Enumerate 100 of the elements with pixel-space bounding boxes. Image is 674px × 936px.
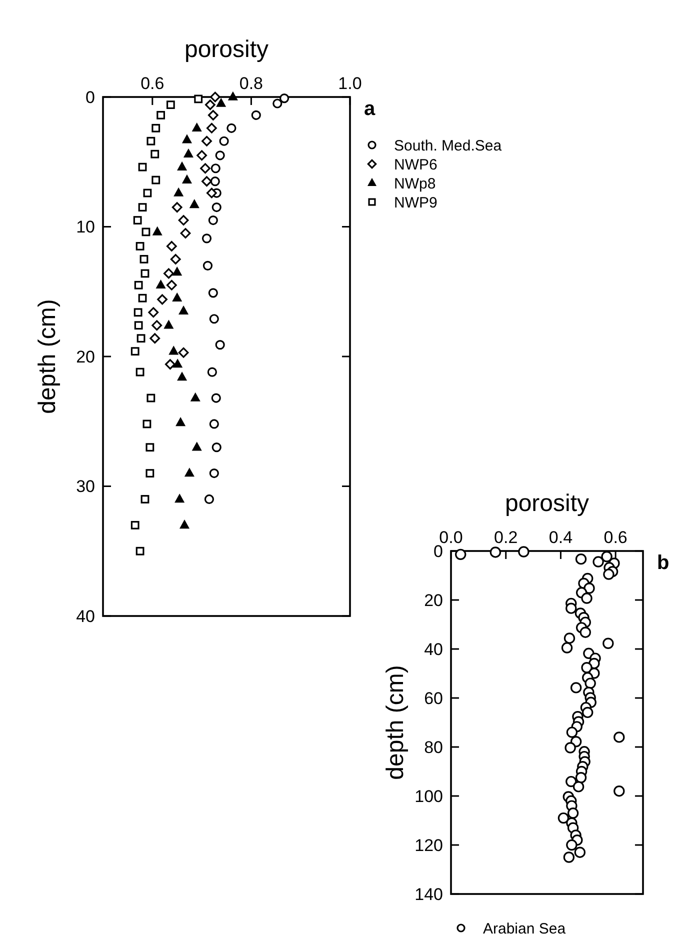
point [140,254,148,264]
x-tick-label: 0.8 [239,74,264,93]
y-tick-label: 40 [76,606,95,626]
point [176,418,186,426]
point [150,150,160,158]
legend-label: NWp8 [394,175,436,192]
y-tick-label: 60 [424,688,443,708]
legend-label: South. Med.Sea [394,137,502,154]
point [180,228,191,238]
y-tick-label: 40 [424,640,443,659]
point [180,520,190,529]
point [215,340,225,350]
point [209,419,219,429]
point [156,280,166,289]
text: a [364,98,376,120]
point [146,443,154,452]
y-tick-label: 10 [76,218,95,237]
point [209,468,219,478]
point [174,494,184,503]
point [169,346,178,355]
x-tick-label: 1.0 [338,74,362,93]
y-tick-label: 120 [414,836,443,855]
point [136,368,144,376]
point [204,494,214,504]
point [210,176,220,186]
point [207,367,217,377]
point [190,200,199,208]
legend-label: Arabian Sea [483,920,566,936]
point [215,150,225,160]
point [210,164,220,174]
y-axis-title: depth (cm) [34,299,61,414]
y-axis-title: depth (cm) [382,665,409,780]
point [208,110,218,120]
point [202,234,212,244]
point [138,162,147,172]
point [208,288,218,298]
point [192,442,202,451]
y-tick-label: 30 [76,477,95,496]
y-tick-label: 20 [76,347,95,366]
point [136,334,146,343]
point [190,393,200,402]
point [130,347,140,356]
point [178,347,189,358]
point [177,372,187,381]
point [136,546,144,556]
point [150,333,160,344]
point [172,267,182,276]
point [202,260,213,270]
point [136,242,144,250]
point [166,100,175,109]
point [138,294,147,302]
text: b [657,552,670,574]
point [166,280,177,290]
point [130,520,140,530]
point [172,359,182,368]
x-tick-label: 0.4 [548,528,573,547]
point [142,420,152,428]
legend-label: NWP9 [394,194,438,212]
point [182,134,192,144]
point [133,216,142,224]
point [172,293,182,302]
point [178,306,188,314]
point [134,321,143,330]
y-tick-label: 100 [414,786,443,806]
point [212,442,222,452]
point [196,150,207,161]
point [272,98,282,108]
point [172,202,182,212]
point [164,320,174,329]
point [226,123,236,133]
legend-label: NWP6 [394,156,438,174]
point [134,308,142,317]
x-tick-label: 0.6 [140,74,164,93]
point [202,176,212,187]
y-tick-label: 80 [424,738,443,757]
point [170,254,181,264]
point [202,136,212,146]
point [184,468,194,477]
point [192,123,202,132]
point [164,359,176,370]
point [164,268,174,279]
point [208,215,218,226]
point [280,94,290,104]
point [251,110,261,120]
y-tick-label: 0 [434,542,443,561]
point [152,176,160,184]
point [152,320,162,331]
point [140,495,150,504]
point [206,188,217,198]
y-tick-label: 0 [86,88,95,107]
y-tick-label: 20 [424,590,443,610]
point [146,136,156,146]
x-tick-label: 0.6 [604,528,628,547]
point [178,215,189,226]
point [206,122,217,134]
x-axis-title: porosity [504,490,590,517]
point [166,241,177,252]
x-tick-label: 0.2 [494,528,518,547]
point [200,163,210,174]
point [219,136,229,146]
